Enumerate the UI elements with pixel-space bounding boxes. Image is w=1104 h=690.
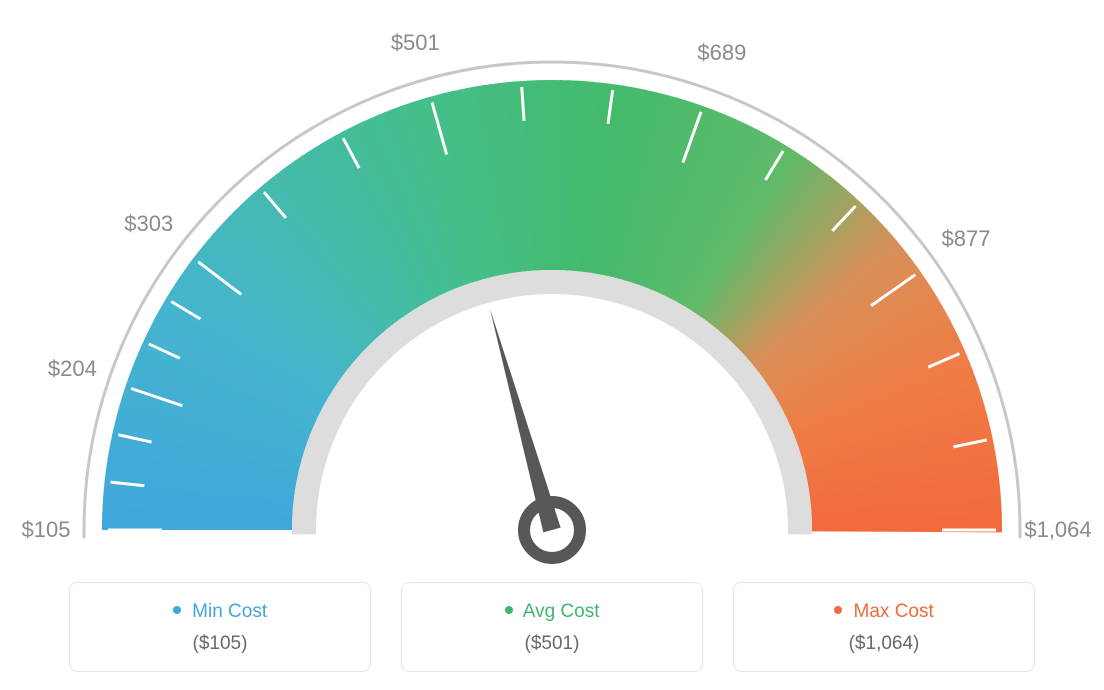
gauge-svg — [0, 0, 1104, 575]
gauge-tick-label: $501 — [391, 30, 440, 56]
gauge-tick-label: $877 — [942, 226, 991, 252]
legend-label-max: Max Cost — [854, 601, 934, 622]
legend-value-max: ($1,064) — [734, 633, 1034, 655]
chart-container: $105 $204 $303 $501 $689 $877 $1,064 Min Cost … — [0, 0, 1104, 690]
legend-card-avg: Avg Cost ($501) — [401, 582, 703, 672]
legend-title-max: Max Cost — [734, 601, 1034, 623]
dot-icon — [173, 606, 181, 614]
gauge-tick-label: $303 — [124, 211, 173, 237]
gauge-area: $105 $204 $303 $501 $689 $877 $1,064 — [0, 0, 1104, 575]
gauge-tick-label: $204 — [48, 356, 97, 382]
legend-value-min: ($105) — [70, 633, 370, 655]
gauge-tick-label: $105 — [22, 517, 71, 543]
legend-title-avg: Avg Cost — [402, 601, 702, 623]
legend-card-max: Max Cost ($1,064) — [733, 582, 1035, 672]
legend-label-avg: Avg Cost — [523, 601, 600, 622]
legend-value-avg: ($501) — [402, 633, 702, 655]
dot-icon — [505, 606, 513, 614]
legend-title-min: Min Cost — [70, 601, 370, 623]
gauge-tick-label: $689 — [697, 40, 746, 66]
legend-label-min: Min Cost — [192, 601, 267, 622]
legend-row: Min Cost ($105) Avg Cost ($501) Max Cost… — [0, 582, 1104, 672]
gauge-tick-label: $1,064 — [1024, 517, 1091, 543]
dot-icon — [834, 606, 842, 614]
legend-card-min: Min Cost ($105) — [69, 582, 371, 672]
